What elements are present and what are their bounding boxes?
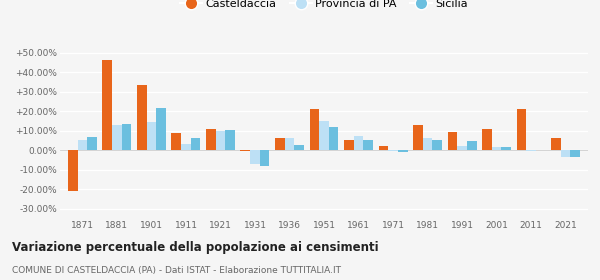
Bar bbox=[433, 141, 442, 150]
Bar bbox=[467, 141, 476, 150]
Bar bbox=[551, 137, 561, 150]
Bar bbox=[422, 137, 433, 150]
Bar bbox=[413, 125, 422, 150]
Bar bbox=[364, 139, 373, 150]
Bar bbox=[457, 146, 467, 150]
Bar bbox=[103, 60, 112, 150]
Bar bbox=[448, 132, 457, 150]
Bar bbox=[172, 133, 181, 150]
Bar bbox=[517, 109, 526, 150]
Bar bbox=[215, 131, 226, 150]
Bar bbox=[329, 127, 338, 150]
Bar bbox=[284, 137, 295, 150]
Bar bbox=[226, 130, 235, 150]
Bar bbox=[502, 147, 511, 150]
Bar bbox=[526, 150, 536, 151]
Bar bbox=[344, 139, 353, 150]
Bar bbox=[260, 150, 269, 166]
Legend: Casteldaccia, Provincia di PA, Sicilia: Casteldaccia, Provincia di PA, Sicilia bbox=[175, 0, 473, 13]
Bar bbox=[353, 136, 364, 150]
Bar bbox=[241, 150, 250, 151]
Bar bbox=[250, 150, 260, 164]
Bar bbox=[112, 125, 122, 150]
Text: COMUNE DI CASTELDACCIA (PA) - Dati ISTAT - Elaborazione TUTTITALIA.IT: COMUNE DI CASTELDACCIA (PA) - Dati ISTAT… bbox=[12, 266, 341, 275]
Bar bbox=[122, 124, 131, 150]
Bar bbox=[379, 146, 388, 150]
Bar bbox=[275, 137, 284, 150]
Bar bbox=[137, 85, 146, 150]
Bar bbox=[398, 150, 407, 152]
Bar bbox=[77, 139, 87, 150]
Bar bbox=[319, 121, 329, 150]
Bar bbox=[181, 144, 191, 150]
Bar bbox=[388, 150, 398, 151]
Bar bbox=[310, 109, 319, 150]
Bar bbox=[206, 129, 215, 150]
Bar bbox=[156, 108, 166, 150]
Bar bbox=[68, 150, 77, 191]
Bar bbox=[561, 150, 571, 157]
Bar bbox=[482, 129, 492, 150]
Bar bbox=[191, 137, 200, 150]
Bar bbox=[295, 145, 304, 150]
Text: Variazione percentuale della popolazione ai censimenti: Variazione percentuale della popolazione… bbox=[12, 241, 379, 254]
Bar bbox=[146, 122, 156, 150]
Bar bbox=[87, 137, 97, 150]
Bar bbox=[571, 150, 580, 157]
Bar bbox=[492, 147, 502, 150]
